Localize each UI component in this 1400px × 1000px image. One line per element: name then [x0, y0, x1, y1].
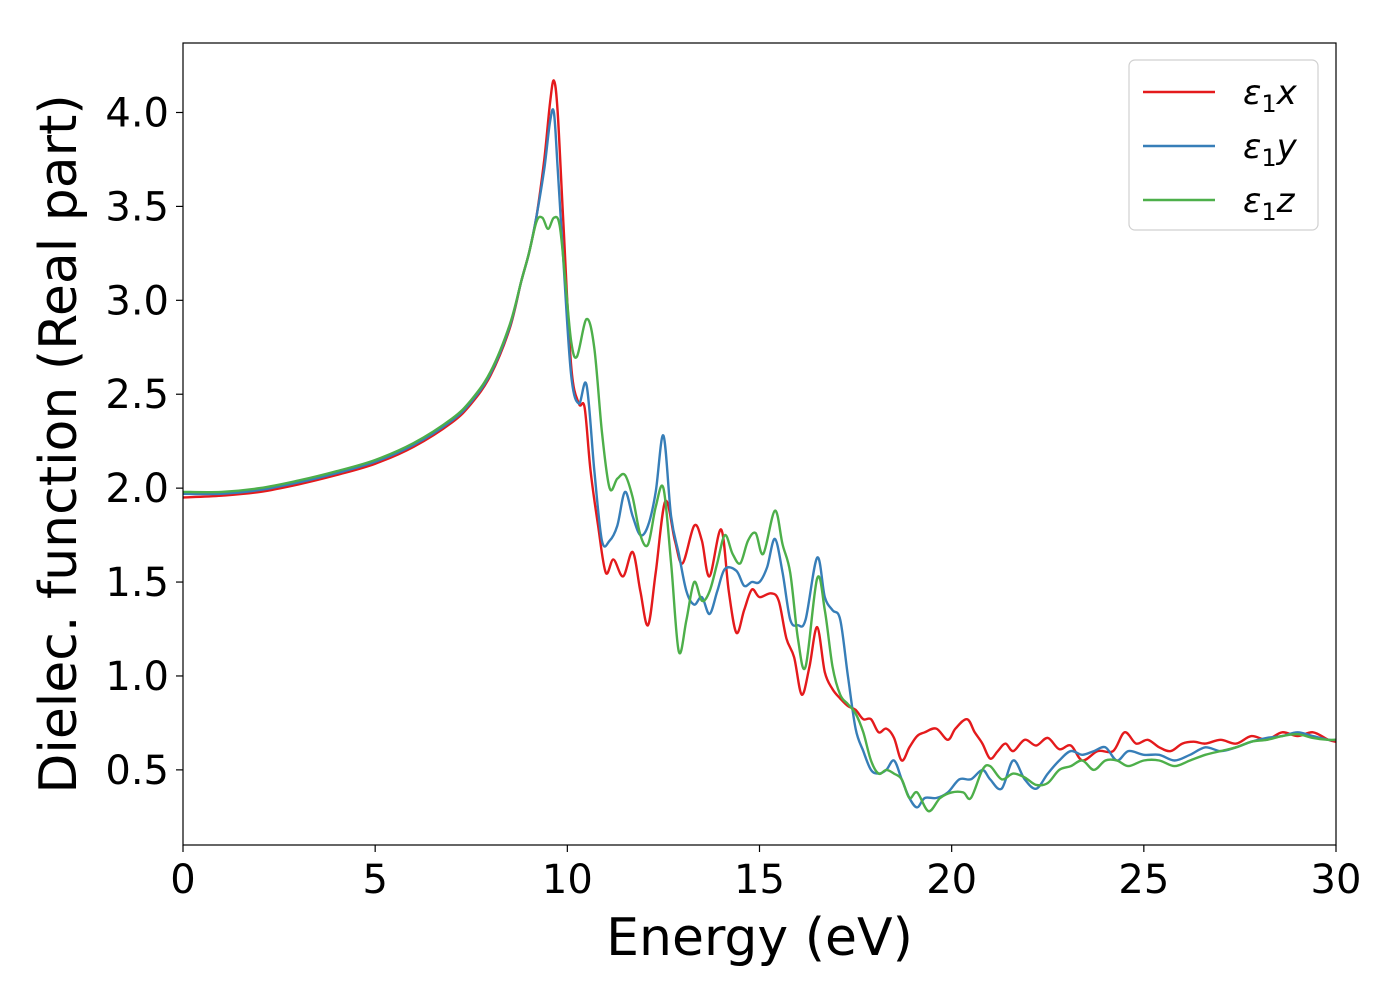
y-tick-label: 2.0 [105, 466, 169, 512]
series-line-0 [183, 79, 1336, 762]
x-tick-label: 20 [926, 857, 977, 903]
y-axis: 0.5 1.0 1.5 2.0 2.5 3.0 3.5 4.0 [105, 90, 183, 794]
series-line-1 [183, 108, 1336, 809]
x-tick-label: 10 [542, 857, 593, 903]
y-tick-label: 3.5 [105, 184, 169, 230]
x-axis: 0 5 10 15 20 25 30 [170, 845, 1361, 903]
x-tick-label: 15 [734, 857, 785, 903]
y-tick-label: 3.0 [105, 278, 169, 324]
series-line-2 [183, 215, 1336, 813]
legend-label-0: ε1x [1243, 73, 1298, 118]
legend-label-2: ε1z [1243, 181, 1296, 226]
y-axis-title: Dielec. function (Real part) [29, 94, 89, 793]
y-tick-label: 4.0 [105, 90, 169, 136]
x-tick-label: 25 [1118, 857, 1169, 903]
x-tick-label: 0 [170, 857, 195, 903]
y-tick-label: 1.5 [105, 560, 169, 606]
y-tick-label: 1.0 [105, 654, 169, 700]
legend-label-1: ε1y [1243, 127, 1298, 172]
y-tick-label: 0.5 [105, 748, 169, 794]
x-tick-label: 30 [1311, 857, 1362, 903]
y-tick-label: 2.5 [105, 372, 169, 418]
legend: ε1x ε1y ε1z [1128, 59, 1319, 231]
plot-lines [183, 79, 1336, 813]
x-axis-title: Energy (eV) [606, 908, 913, 968]
legend-frame [1128, 59, 1319, 231]
x-tick-label: 5 [362, 857, 387, 903]
